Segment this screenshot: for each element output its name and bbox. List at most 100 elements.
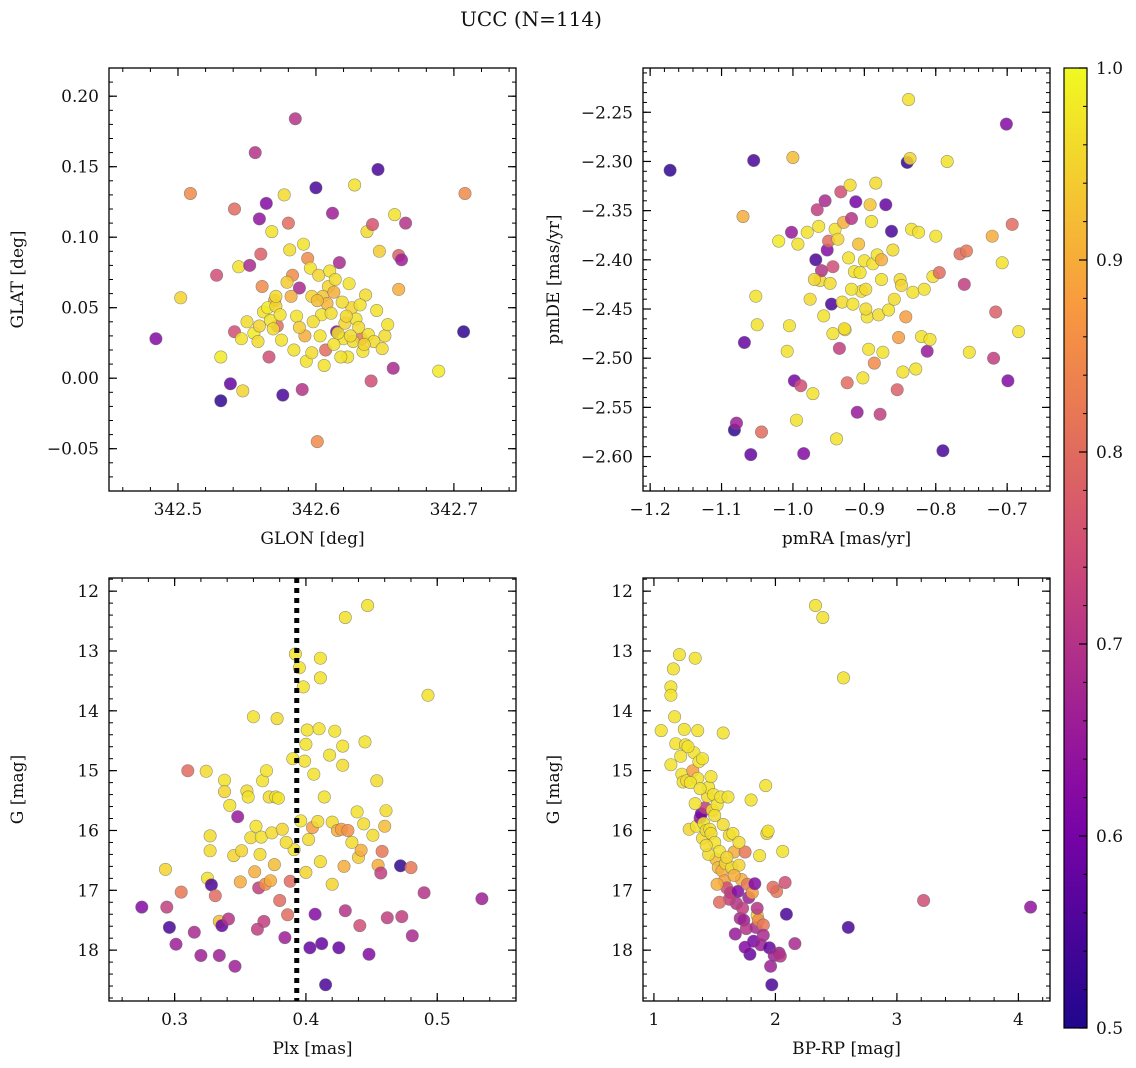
data-point: [162, 920, 176, 934]
data-point: [327, 285, 341, 299]
data-point: [313, 671, 327, 685]
data-point: [350, 805, 364, 819]
data-point: [810, 203, 824, 217]
data-point: [749, 289, 763, 303]
data-point: [341, 823, 355, 837]
data-point: [814, 264, 828, 278]
data-point: [884, 224, 898, 238]
colorbar-tick-label: 0.8: [1096, 443, 1123, 463]
data-point: [222, 912, 236, 926]
data-point: [812, 219, 826, 233]
data-point: [357, 337, 371, 351]
data-point: [317, 358, 331, 372]
data-point: [962, 345, 976, 359]
data-point: [807, 272, 821, 286]
data-point: [903, 152, 917, 166]
data-point: [312, 268, 326, 282]
data-point: [668, 710, 682, 724]
data-point: [395, 910, 409, 924]
data-point: [957, 277, 971, 291]
data-point: [273, 308, 287, 322]
y-tick-label: 15: [77, 762, 99, 782]
x-axis-label: Plx [mas]: [272, 1039, 352, 1059]
data-point: [849, 195, 863, 209]
data-point: [432, 364, 446, 378]
data-point: [278, 931, 292, 945]
data-point: [315, 937, 329, 951]
data-point: [887, 292, 901, 306]
data-point: [281, 908, 295, 922]
data-point: [716, 726, 730, 740]
data-point: [223, 377, 237, 391]
data-point: [747, 154, 761, 168]
data-point: [306, 315, 320, 329]
data-point: [323, 748, 337, 762]
data-point: [325, 877, 339, 891]
data-point: [809, 253, 823, 267]
data-point: [312, 722, 326, 736]
data-point: [862, 342, 876, 356]
data-point: [375, 342, 389, 356]
x-tick-label: 342.5: [154, 500, 203, 520]
data-point: [181, 764, 195, 778]
data-point: [766, 880, 780, 894]
data-point: [748, 877, 762, 891]
data-point: [325, 206, 339, 220]
x-axis-label: GLON [deg]: [260, 529, 364, 549]
panel-3: 0.3 0.4 0.5 12 13 14 15 16 17 18 Plx [mas] G [mag]: [8, 577, 517, 1059]
data-point: [874, 272, 888, 286]
data-point: [784, 225, 798, 239]
data-point: [303, 941, 317, 955]
data-point: [334, 350, 348, 364]
data-point: [681, 740, 695, 754]
y-tick-label: 13: [611, 642, 633, 662]
data-point: [262, 350, 276, 364]
data-point: [917, 282, 931, 296]
data-point: [249, 819, 263, 833]
data-point: [417, 886, 431, 900]
data-point: [251, 334, 265, 348]
data-point: [362, 947, 376, 961]
data-point: [299, 737, 313, 751]
data-point: [808, 598, 822, 612]
x-tick-label: −1.2: [629, 500, 670, 520]
data-point: [874, 253, 888, 267]
data-point: [257, 914, 271, 928]
data-point: [174, 291, 188, 305]
y-tick-label: 0.15: [61, 158, 99, 178]
y-tick-label: 17: [77, 881, 99, 901]
data-point: [987, 351, 1001, 365]
data-point: [292, 320, 306, 334]
data-point: [906, 285, 920, 299]
data-point: [738, 940, 752, 954]
data-point: [791, 237, 805, 251]
data-point: [287, 343, 301, 357]
data-point: [366, 828, 380, 842]
data-point: [764, 959, 778, 973]
points: [663, 93, 1026, 462]
data-point: [199, 764, 213, 778]
data-point: [307, 767, 321, 781]
data-point: [255, 279, 269, 293]
data-point: [232, 260, 246, 274]
data-point: [241, 790, 255, 804]
data-point: [728, 927, 742, 941]
data-point: [844, 282, 858, 296]
data-point: [348, 178, 362, 192]
data-point: [149, 332, 163, 346]
panels: 342.5 342.6 342.7 −0.05 0.00 0.05 0.10 0.15 0.20…: [8, 67, 1051, 1059]
data-point: [726, 826, 740, 840]
data-point: [797, 447, 811, 461]
data-point: [664, 758, 678, 772]
data-point: [358, 735, 372, 749]
data-point: [985, 229, 999, 243]
data-point: [374, 866, 388, 880]
data-point: [324, 306, 338, 320]
data-point: [370, 774, 384, 788]
data-point: [867, 356, 881, 370]
data-point: [720, 850, 734, 864]
data-point: [214, 350, 228, 364]
data-point: [892, 330, 906, 344]
